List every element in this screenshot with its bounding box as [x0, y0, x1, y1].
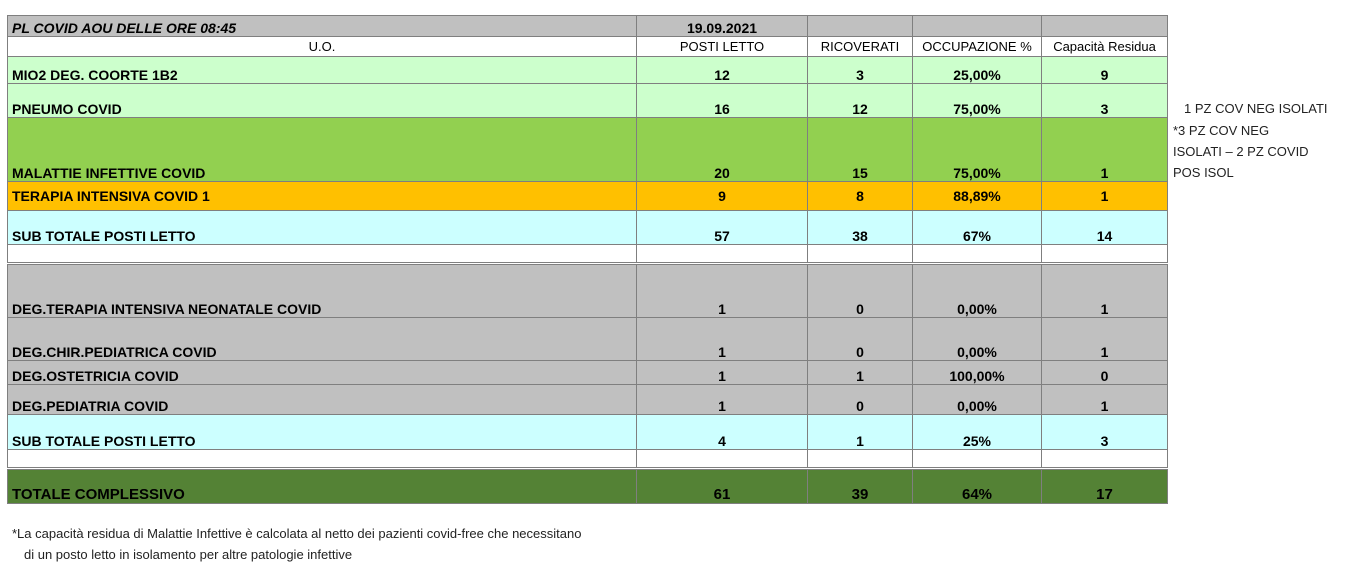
report-date: 19.09.2021	[636, 15, 808, 37]
unit-name: DEG.OSTETRICIA COVID	[7, 360, 637, 385]
table-row: DEG.PEDIATRIA COVID 1 0 0,00% 1	[7, 384, 1168, 415]
posti-letto-value: 20	[636, 117, 808, 182]
posti-letto-value: 1	[636, 264, 808, 318]
ricoverati-value: 12	[807, 83, 913, 118]
capacita-value: 1	[1041, 317, 1168, 361]
capacita-value: 17	[1041, 469, 1168, 504]
posti-letto-value: 57	[636, 210, 808, 245]
occupazione-value: 64%	[912, 469, 1042, 504]
ricoverati-value: 8	[807, 181, 913, 211]
capacita-value: 1	[1041, 181, 1168, 211]
unit-name: MIO2 DEG. COORTE 1B2	[7, 56, 637, 84]
table-row: PNEUMO COVID 16 12 75,00% 3	[7, 83, 1168, 118]
capacita-value: 0	[1041, 360, 1168, 385]
header-row: PL COVID AOU DELLE ORE 08:45 19.09.2021	[7, 15, 1168, 37]
posti-letto-value: 9	[636, 181, 808, 211]
column-header-posti-letto: POSTI LETTO	[636, 36, 808, 57]
posti-letto-value: 16	[636, 83, 808, 118]
occupazione-value: 0,00%	[912, 384, 1042, 415]
capacita-value: 14	[1041, 210, 1168, 245]
ricoverati-value: 39	[807, 469, 913, 504]
capacita-value: 9	[1041, 56, 1168, 84]
table-row: DEG.OSTETRICIA COVID 1 1 100,00% 0	[7, 360, 1168, 385]
occupazione-value: 25,00%	[912, 56, 1042, 84]
malattie-note: *3 PZ COV NEG ISOLATI – 2 PZ COVID POS I…	[1173, 120, 1309, 183]
footnote-line: di un posto letto in isolamento per altr…	[24, 547, 353, 562]
malattie-note-line: ISOLATI – 2 PZ COVID	[1173, 144, 1309, 159]
column-header-row: U.O. POSTI LETTO RICOVERATI OCCUPAZIONE …	[7, 36, 1168, 57]
blank-row	[7, 449, 1168, 468]
ricoverati-value: 1	[807, 360, 913, 385]
column-header-occupazione: OCCUPAZIONE %	[912, 36, 1042, 57]
posti-letto-value: 1	[636, 360, 808, 385]
unit-name: PNEUMO COVID	[7, 83, 637, 118]
capacita-value: 1	[1041, 117, 1168, 182]
ricoverati-value: 1	[807, 414, 913, 450]
report-title: PL COVID AOU DELLE ORE 08:45	[7, 15, 637, 37]
posti-letto-value: 61	[636, 469, 808, 504]
occupazione-value: 75,00%	[912, 83, 1042, 118]
unit-name: SUB TOTALE POSTI LETTO	[7, 414, 637, 450]
ricoverati-value: 3	[807, 56, 913, 84]
occupazione-value: 25%	[912, 414, 1042, 450]
column-header-capacita: Capacità Residua	[1041, 36, 1168, 57]
footnote-line: *La capacità residua di Malattie Infetti…	[12, 526, 582, 541]
table-row: MALATTIE INFETTIVE COVID 20 15 75,00% 1	[7, 117, 1168, 182]
unit-name: DEG.CHIR.PEDIATRICA COVID	[7, 317, 637, 361]
unit-name: MALATTIE INFETTIVE COVID	[7, 117, 637, 182]
unit-name: SUB TOTALE POSTI LETTO	[7, 210, 637, 245]
total-row: TOTALE COMPLESSIVO 61 39 64% 17	[7, 469, 1168, 504]
table-row: DEG.CHIR.PEDIATRICA COVID 1 0 0,00% 1	[7, 317, 1168, 361]
unit-name: DEG.PEDIATRIA COVID	[7, 384, 637, 415]
blank-row	[7, 244, 1168, 263]
occupazione-value: 100,00%	[912, 360, 1042, 385]
ricoverati-value: 0	[807, 317, 913, 361]
ricoverati-value: 38	[807, 210, 913, 245]
posti-letto-value: 1	[636, 384, 808, 415]
footnote: *La capacità residua di Malattie Infetti…	[12, 523, 581, 565]
capacita-value: 3	[1041, 414, 1168, 450]
covid-beds-table: PL COVID AOU DELLE ORE 08:45 19.09.2021 …	[7, 15, 1168, 504]
posti-letto-value: 12	[636, 56, 808, 84]
occupazione-value: 75,00%	[912, 117, 1042, 182]
ricoverati-value: 0	[807, 384, 913, 415]
subtotal-row: SUB TOTALE POSTI LETTO 57 38 67% 14	[7, 210, 1168, 245]
malattie-note-line: *3 PZ COV NEG	[1173, 123, 1270, 138]
column-header-ricoverati: RICOVERATI	[807, 36, 913, 57]
occupazione-value: 0,00%	[912, 264, 1042, 318]
capacita-value: 3	[1041, 83, 1168, 118]
table-row: DEG.TERAPIA INTENSIVA NEONATALE COVID 1 …	[7, 264, 1168, 318]
unit-name: TOTALE COMPLESSIVO	[7, 469, 637, 504]
capacita-value: 1	[1041, 264, 1168, 318]
unit-name: TERAPIA INTENSIVA COVID 1	[7, 181, 637, 211]
pneumo-note: 1 PZ COV NEG ISOLATI	[1184, 101, 1328, 116]
capacita-value: 1	[1041, 384, 1168, 415]
table-row: TERAPIA INTENSIVA COVID 1 9 8 88,89% 1	[7, 181, 1168, 211]
unit-name: DEG.TERAPIA INTENSIVA NEONATALE COVID	[7, 264, 637, 318]
subtotal-row: SUB TOTALE POSTI LETTO 4 1 25% 3	[7, 414, 1168, 450]
ricoverati-value: 15	[807, 117, 913, 182]
occupazione-value: 88,89%	[912, 181, 1042, 211]
posti-letto-value: 4	[636, 414, 808, 450]
column-header-uo: U.O.	[7, 36, 637, 57]
malattie-note-line: POS ISOL	[1173, 165, 1234, 180]
ricoverati-value: 0	[807, 264, 913, 318]
table-row: MIO2 DEG. COORTE 1B2 12 3 25,00% 9	[7, 56, 1168, 84]
occupazione-value: 0,00%	[912, 317, 1042, 361]
occupazione-value: 67%	[912, 210, 1042, 245]
posti-letto-value: 1	[636, 317, 808, 361]
